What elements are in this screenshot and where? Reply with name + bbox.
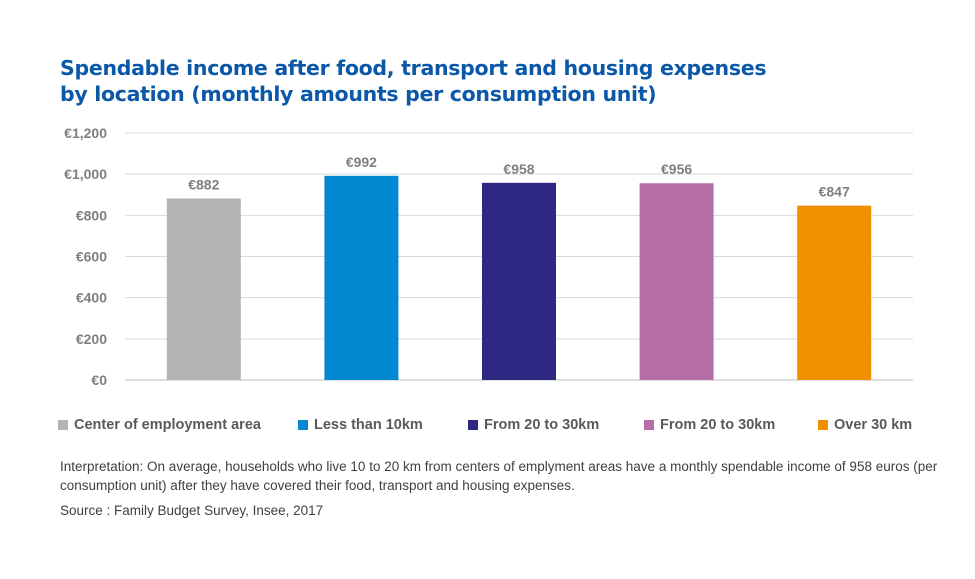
y-tick-label: €600 xyxy=(76,249,107,265)
legend-item: Center of employment area xyxy=(58,417,261,433)
chart-title-line-2: by location (monthly amounts per consump… xyxy=(60,82,657,106)
data-label: €992 xyxy=(346,154,377,170)
legend-swatch xyxy=(58,420,68,430)
chart-title: Spendable income after food, transport a… xyxy=(60,55,940,107)
legend-swatch xyxy=(818,420,828,430)
data-label: €882 xyxy=(188,176,219,192)
source-note: Source : Family Budget Survey, Insee, 20… xyxy=(60,503,324,518)
legend-label: From 20 to 30km xyxy=(484,417,600,433)
legend-label: Center of employment area xyxy=(74,417,261,433)
y-tick-label: €1,200 xyxy=(64,125,107,141)
bar xyxy=(482,182,556,380)
data-label: €956 xyxy=(661,161,692,177)
data-label: €847 xyxy=(819,184,850,200)
legend-swatch xyxy=(298,420,308,430)
legend-swatch xyxy=(468,420,478,430)
bar xyxy=(324,175,399,380)
legend-label: From 20 to 30km xyxy=(660,417,776,433)
bar xyxy=(797,205,872,380)
y-tick-label: €1,000 xyxy=(64,166,107,182)
legend-item: Less than 10km xyxy=(298,417,423,433)
bar xyxy=(166,198,241,380)
legend-item: From 20 to 30km xyxy=(644,417,775,433)
chart-legend: Center of employment area Less than 10km F… xyxy=(58,417,918,435)
legend-item: Over 30 km xyxy=(818,417,912,433)
legend-swatch xyxy=(644,420,654,430)
y-tick-label: €800 xyxy=(76,207,107,223)
legend-label: Less than 10km xyxy=(314,417,423,433)
bar xyxy=(639,183,714,380)
y-tick-label: €0 xyxy=(91,372,107,388)
legend-item: From 20 to 30km xyxy=(468,417,599,433)
interpretation-note: Interpretation: On average, households w… xyxy=(60,459,938,493)
y-tick-label: €400 xyxy=(76,290,107,306)
y-tick-label: €200 xyxy=(76,331,107,347)
chart-title-line-1: Spendable income after food, transport a… xyxy=(60,56,767,80)
data-label: €958 xyxy=(503,161,534,177)
legend-label: Over 30 km xyxy=(834,417,913,433)
